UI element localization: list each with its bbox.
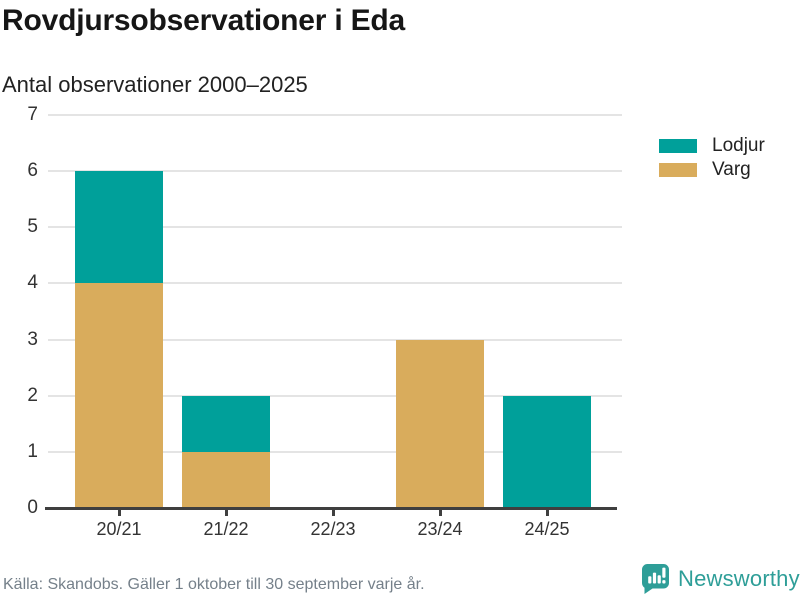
- bar-lodjur-20-21: [75, 171, 163, 284]
- chart-subtitle: Antal observationer 2000–2025: [2, 72, 308, 97]
- x-axis-label-22-23: 22/23: [310, 519, 356, 539]
- y-axis-label-5: 5: [27, 216, 38, 238]
- chart-title: Rovdjursobservationer i Eda: [2, 4, 406, 37]
- gridline-y4: [48, 282, 622, 285]
- legend: Lodjur Varg: [659, 134, 765, 182]
- bar-varg-23-24: [396, 339, 484, 508]
- newsworthy-bubble-chart-icon: [641, 563, 670, 595]
- gridline-y1: [48, 450, 622, 453]
- legend-item-lodjur: Lodjur: [659, 134, 765, 158]
- y-axis-label-0: 0: [27, 497, 38, 518]
- bar-lodjur-21-22: [182, 395, 270, 452]
- y-axis-label-3: 3: [27, 328, 38, 350]
- newsworthy-wordmark: Newsworthy: [678, 566, 800, 591]
- x-axis-tick-20-21: [117, 510, 121, 516]
- y-axis-label-4: 4: [27, 272, 38, 294]
- x-axis-label-23-24: 23/24: [417, 519, 463, 539]
- x-axis-tick-23-24: [438, 510, 442, 516]
- y-axis-label-2: 2: [27, 384, 38, 406]
- y-axis-label-1: 1: [27, 440, 38, 462]
- x-axis-tick-22-23: [331, 510, 335, 516]
- gridline-y5: [48, 226, 622, 229]
- x-axis-label-21-22: 21/22: [203, 519, 249, 539]
- x-axis-tick-21-22: [224, 510, 228, 516]
- bar-varg-21-22: [182, 451, 270, 508]
- gridline-y7: [48, 114, 622, 116]
- legend-label-varg: Varg: [712, 159, 751, 180]
- bar-varg-20-21: [75, 283, 163, 508]
- x-axis-label-20-21: 20/21: [96, 519, 142, 539]
- x-axis-line: [45, 507, 617, 510]
- source-note: Källa: Skandobs. Gäller 1 oktober till 3…: [3, 576, 425, 593]
- gridline-y6: [48, 170, 622, 173]
- x-axis-label-24-25: 24/25: [524, 519, 570, 539]
- bar-lodjur-24-25: [503, 395, 591, 508]
- legend-item-varg: Varg: [659, 158, 765, 182]
- legend-swatch-varg: [659, 163, 697, 177]
- x-axis-tick-24-25: [545, 510, 549, 516]
- legend-label-lodjur: Lodjur: [712, 135, 765, 156]
- y-axis-label-7: 7: [27, 104, 38, 125]
- y-axis-label-6: 6: [27, 160, 38, 182]
- legend-swatch-lodjur: [659, 139, 697, 153]
- gridline-y2: [48, 394, 622, 397]
- newsworthy-logo[interactable]: Newsworthy: [641, 563, 800, 595]
- gridline-y3: [48, 338, 622, 341]
